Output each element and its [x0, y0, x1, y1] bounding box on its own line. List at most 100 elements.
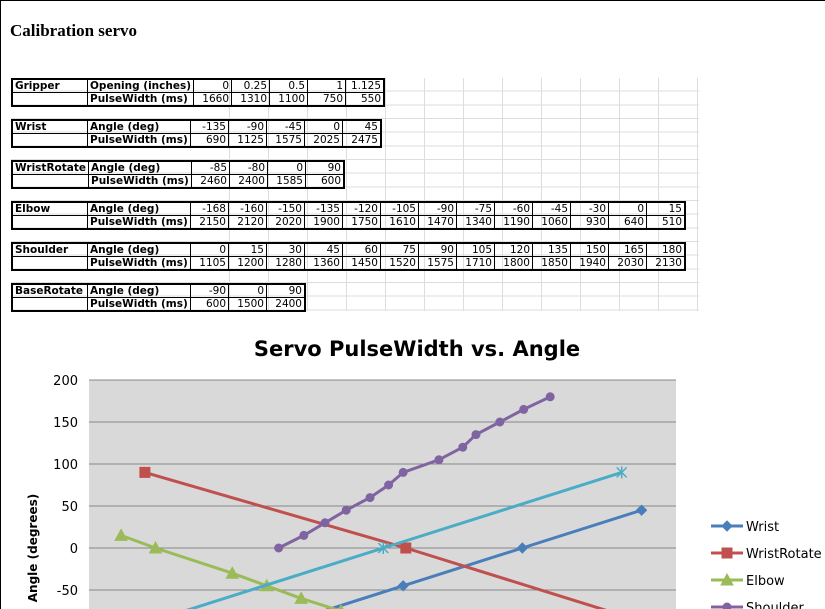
servo-name: Gripper: [11, 78, 88, 93]
row-label: Angle (deg): [87, 119, 191, 134]
cell-value: 75: [380, 242, 419, 258]
cell-value: 1500: [228, 297, 267, 312]
data-point: [338, 603, 344, 609]
cell-value: 15: [228, 242, 267, 258]
cell-value: 1060: [532, 215, 571, 230]
data-point: [274, 543, 284, 553]
y-axis-label: Angle (degrees): [26, 494, 40, 602]
cell-value: 1310: [231, 92, 271, 107]
servo-name: BaseRotate: [11, 283, 88, 299]
cell-value: -120: [342, 201, 381, 216]
row-label: PulseWidth (ms): [86, 92, 195, 107]
cell-value: 640: [608, 215, 647, 230]
cell-value: -75: [456, 201, 495, 216]
legend-label: WristRotate: [746, 547, 822, 562]
cell-value: 45: [304, 242, 343, 258]
cell-value: 690: [190, 133, 229, 148]
cell-value: 1575: [266, 133, 305, 148]
data-point: [495, 417, 505, 427]
servo-table: Shoulder Angle (deg) 0 15 30 45 60 75 90 105 120 13…: [11, 242, 686, 272]
row-label: PulseWidth (ms): [87, 215, 191, 230]
data-point: [635, 504, 648, 516]
cell-value: 510: [646, 215, 686, 230]
servo-name: [11, 133, 88, 148]
cell-value: -168: [190, 201, 229, 216]
data-point: [458, 442, 468, 452]
cell-value: 1: [307, 78, 347, 93]
cell-value: 180: [646, 242, 686, 258]
cell-value: 1190: [494, 215, 533, 230]
servo-name: [11, 174, 89, 189]
cell-value: 2475: [342, 133, 382, 148]
legend-label: Elbow: [746, 574, 785, 589]
cell-value: -150: [266, 201, 305, 216]
cell-value: 0: [267, 160, 306, 175]
cell-value: 1940: [570, 256, 609, 271]
row-label: Angle (deg): [87, 201, 191, 216]
servo-table: Gripper Opening (inches) 0 0.25 0.5 1 1.125 Pul…: [11, 78, 386, 107]
chart-title: Servo PulseWidth vs. Angle: [254, 337, 580, 361]
plot-area: [89, 380, 676, 609]
cell-value: 1125: [228, 133, 267, 148]
cell-value: -90: [190, 283, 229, 299]
cell-value: 90: [418, 242, 457, 258]
cell-value: 1105: [190, 256, 229, 271]
y-tick-label: 0: [70, 542, 78, 557]
cell-value: 2020: [266, 215, 305, 230]
cell-value: 135: [532, 242, 571, 258]
series-line: [144, 470, 607, 609]
cell-value: 550: [345, 92, 385, 107]
data-point: [225, 566, 240, 579]
cell-value: 0: [304, 119, 343, 134]
cell-value: 105: [456, 242, 495, 258]
data-point: [320, 518, 330, 528]
servo-table: Elbow Angle (deg) -168 -160 -150 -135 -120 -105…: [11, 201, 686, 231]
data-point: [471, 430, 481, 440]
servo-name: [11, 215, 88, 230]
sheet-grid: [11, 78, 191, 311]
cell-value: 2025: [304, 133, 343, 148]
cell-value: 1.125: [345, 78, 385, 93]
cell-value: -105: [380, 201, 419, 216]
cell-value: 60: [342, 242, 381, 258]
data-point: [516, 542, 529, 554]
cell-value: 1660: [193, 92, 233, 107]
servo-name: [11, 256, 88, 271]
servo-name: WristRotate: [11, 160, 89, 175]
data-point: [299, 530, 309, 540]
cell-value: 45: [342, 119, 382, 134]
cell-value: -45: [266, 119, 305, 134]
cell-value: 165: [608, 242, 647, 258]
row-label: PulseWidth (ms): [87, 297, 191, 312]
cell-value: 1710: [456, 256, 495, 271]
servo-name: [11, 92, 88, 107]
data-point: [294, 591, 309, 604]
row-label: PulseWidth (ms): [87, 256, 191, 271]
cell-value: 1520: [380, 256, 419, 271]
cell-value: 150: [570, 242, 609, 258]
legend-marker: [721, 547, 733, 559]
page-title: Calibration servo: [10, 21, 138, 40]
row-label: PulseWidth (ms): [88, 174, 192, 189]
data-point: [545, 392, 555, 402]
data-point: [139, 466, 151, 478]
data-point: [434, 455, 444, 465]
row-label: Opening (inches): [86, 78, 195, 93]
servo-name: Shoulder: [11, 242, 88, 258]
cell-value: 1800: [494, 256, 533, 271]
cell-value: 1100: [269, 92, 309, 107]
data-point: [398, 467, 408, 477]
legend-label: Wrist: [746, 520, 779, 535]
cell-value: 0: [608, 201, 647, 216]
cell-value: -45: [532, 201, 571, 216]
data-point: [341, 505, 351, 515]
data-point: [519, 404, 529, 414]
cell-value: -135: [304, 201, 343, 216]
cell-value: -30: [570, 201, 609, 216]
cell-value: 1340: [456, 215, 495, 230]
cell-value: 0: [190, 242, 229, 258]
y-tick-label: 200: [53, 374, 78, 389]
data-point: [384, 480, 394, 490]
cell-value: 750: [307, 92, 347, 107]
